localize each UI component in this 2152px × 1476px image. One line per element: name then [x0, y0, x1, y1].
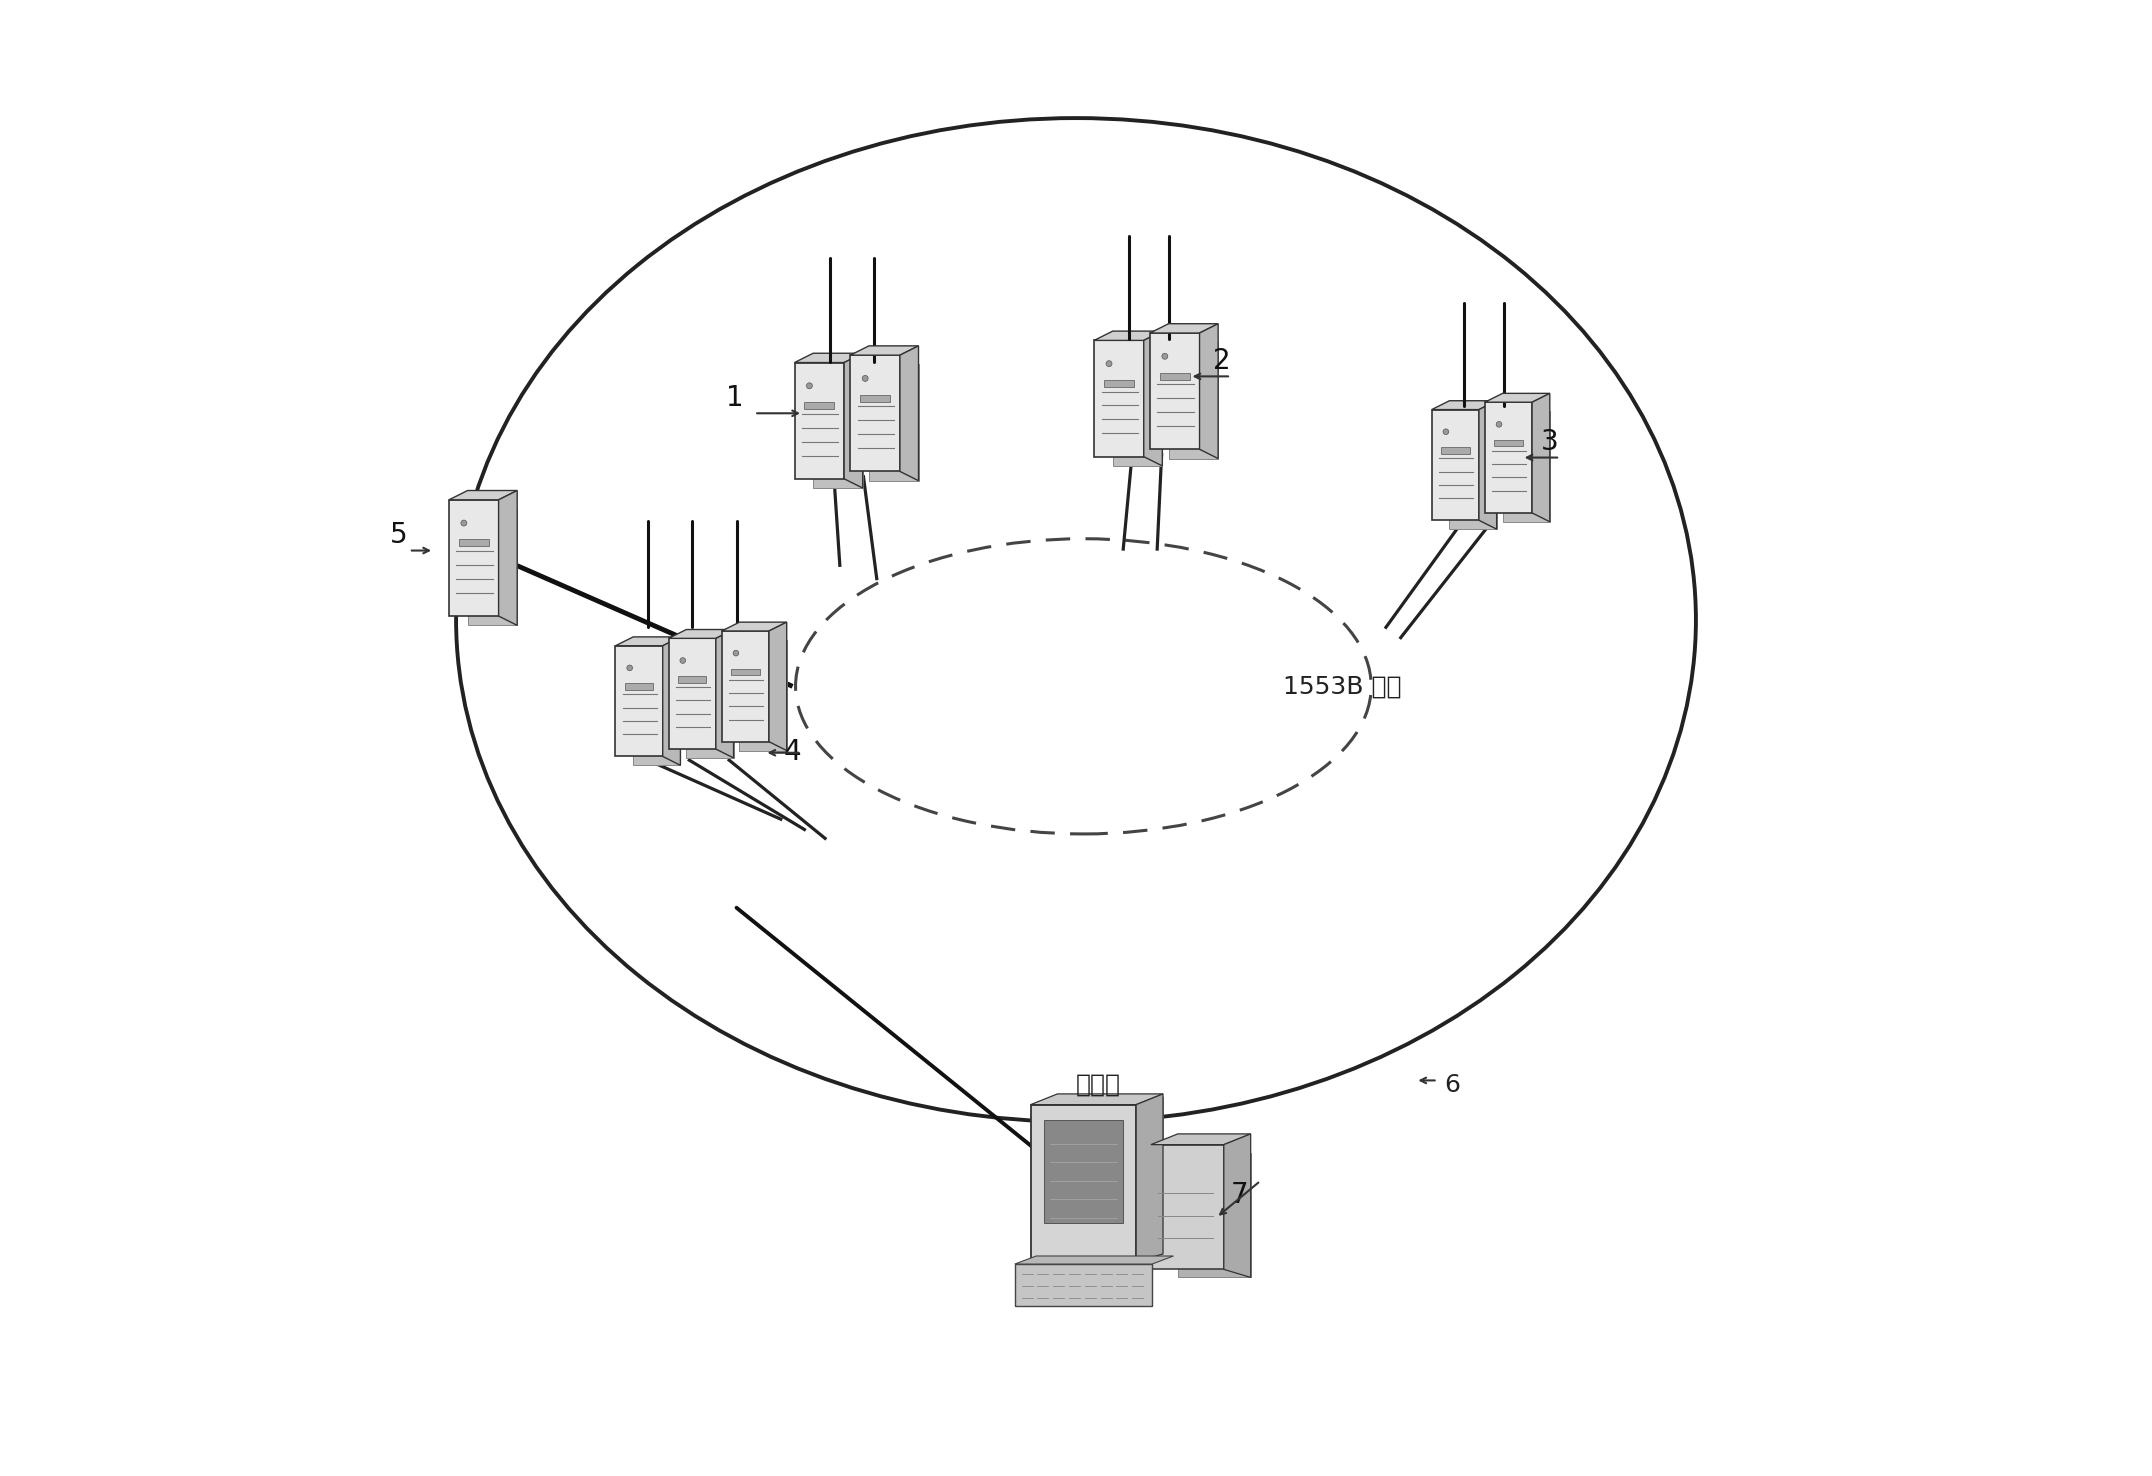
Text: 1: 1	[725, 384, 745, 412]
Polygon shape	[794, 353, 863, 363]
Circle shape	[863, 375, 867, 381]
Bar	[1104, 379, 1134, 387]
Polygon shape	[615, 638, 680, 646]
Bar	[1450, 419, 1496, 530]
Polygon shape	[1199, 323, 1218, 459]
Polygon shape	[900, 345, 919, 481]
Bar	[721, 632, 768, 742]
Bar	[732, 669, 760, 676]
Bar	[467, 509, 516, 626]
Polygon shape	[1485, 394, 1549, 403]
Bar	[1485, 403, 1532, 514]
Polygon shape	[499, 490, 516, 626]
Text: 3: 3	[1541, 428, 1558, 456]
Bar	[794, 363, 844, 478]
Bar	[669, 639, 717, 750]
Polygon shape	[1478, 401, 1496, 530]
Bar	[615, 646, 663, 756]
Bar	[1057, 1097, 1162, 1255]
Bar	[678, 676, 706, 683]
Bar	[1044, 1120, 1123, 1222]
Polygon shape	[1149, 323, 1218, 334]
Polygon shape	[1016, 1256, 1173, 1263]
Polygon shape	[1136, 1094, 1162, 1262]
Bar	[1016, 1263, 1151, 1306]
Text: 4: 4	[783, 738, 801, 766]
Bar	[1442, 447, 1470, 455]
Circle shape	[1444, 430, 1448, 434]
Polygon shape	[1143, 331, 1162, 466]
Bar	[850, 356, 900, 471]
Bar	[1031, 1104, 1136, 1262]
Text: 以太网: 以太网	[1076, 1073, 1121, 1097]
Polygon shape	[1031, 1094, 1162, 1104]
Bar	[1160, 372, 1190, 379]
Bar	[861, 394, 891, 401]
Bar	[1431, 410, 1478, 521]
Polygon shape	[717, 630, 734, 759]
Text: 6: 6	[1444, 1073, 1461, 1097]
Circle shape	[734, 651, 738, 655]
Polygon shape	[1151, 1134, 1250, 1145]
Bar	[1113, 350, 1162, 466]
Text: 7: 7	[1231, 1181, 1248, 1209]
Polygon shape	[669, 630, 734, 639]
Text: 5: 5	[390, 521, 407, 549]
Bar	[624, 683, 654, 691]
Circle shape	[1496, 422, 1502, 427]
Polygon shape	[721, 623, 788, 632]
Circle shape	[680, 658, 686, 663]
Bar	[1149, 334, 1199, 449]
Circle shape	[626, 666, 633, 670]
Bar	[1502, 412, 1549, 523]
Bar	[1493, 440, 1524, 447]
Polygon shape	[450, 490, 516, 500]
Circle shape	[1162, 353, 1169, 359]
Text: 1553B 总线: 1553B 总线	[1283, 675, 1401, 698]
Polygon shape	[768, 623, 788, 750]
Circle shape	[1106, 360, 1113, 366]
Circle shape	[807, 382, 813, 388]
Circle shape	[461, 520, 467, 525]
Bar	[1169, 342, 1218, 459]
Bar	[450, 500, 499, 615]
Polygon shape	[844, 353, 863, 489]
Polygon shape	[1431, 401, 1496, 410]
Bar	[1093, 341, 1143, 456]
Polygon shape	[1093, 331, 1162, 341]
Text: 2: 2	[1214, 347, 1231, 375]
Bar	[740, 641, 788, 750]
Bar	[1177, 1153, 1250, 1277]
Bar	[686, 648, 734, 759]
Bar	[633, 655, 680, 765]
Bar	[813, 372, 863, 489]
Bar	[805, 401, 835, 409]
Polygon shape	[1224, 1134, 1250, 1277]
Polygon shape	[850, 345, 919, 356]
Bar	[869, 365, 919, 481]
Bar	[1151, 1145, 1224, 1269]
Bar	[458, 539, 489, 546]
Polygon shape	[663, 638, 680, 765]
Polygon shape	[1532, 394, 1549, 523]
